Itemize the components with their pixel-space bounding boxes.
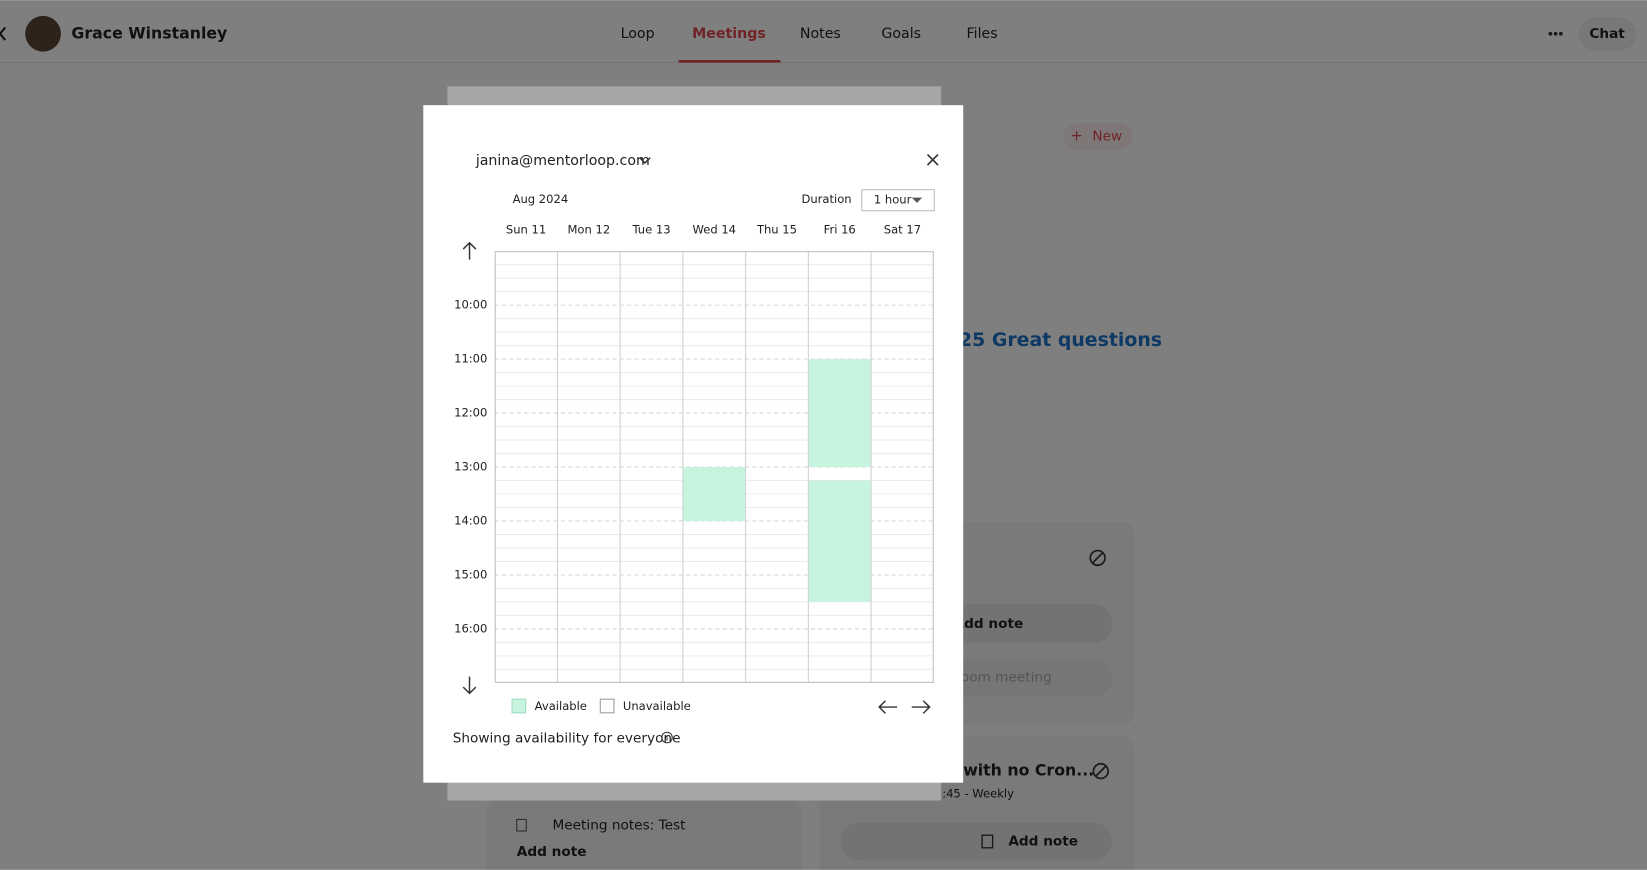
time-label: 14:00 [454, 514, 487, 528]
day-label: Wed 14 [692, 223, 736, 237]
duration-value: 1 hour [874, 193, 912, 207]
legend-unavailable: Unavailable [623, 699, 691, 713]
prev-week[interactable] [878, 700, 898, 714]
time-label: 13:00 [454, 460, 487, 474]
time-label: 11:00 [454, 352, 487, 366]
close-button[interactable] [926, 153, 939, 166]
time-label: 15:00 [454, 567, 487, 581]
day-label: Thu 15 [756, 223, 797, 237]
grid-border [494, 251, 934, 683]
time-label: 12:00 [454, 406, 487, 420]
footer-note: Showing availability for everyone [453, 731, 681, 747]
legend-available-swatch [511, 698, 527, 714]
scroll-down[interactable] [462, 676, 477, 695]
calendar-grid: Sun 11 Mon 12 Tue 13 Wed 14 Thu 15 Fri 16 Sat … [454, 223, 934, 683]
email-select[interactable]: janina@mentorloop.com [475, 153, 650, 169]
duration-caret [911, 197, 923, 203]
month-label: Aug 2024 [513, 192, 569, 206]
legend-available: Available [535, 699, 587, 713]
info-icon[interactable] [661, 731, 673, 744]
legend-unavailable-swatch [599, 698, 615, 714]
duration-label: Duration [801, 192, 851, 206]
day-label: Sat 17 [884, 223, 921, 237]
available-slot[interactable] [808, 359, 871, 468]
duration-select[interactable] [861, 189, 935, 212]
available-slot[interactable] [808, 480, 871, 602]
email-chevron[interactable] [639, 157, 651, 164]
next-week[interactable] [911, 700, 931, 714]
time-label: 16:00 [454, 621, 487, 635]
day-label: Fri 16 [824, 223, 856, 237]
available-slot[interactable] [683, 467, 746, 522]
day-label: Sun 11 [506, 223, 546, 237]
day-label: Mon 12 [567, 223, 610, 237]
day-label: Tue 13 [631, 223, 670, 237]
scroll-up[interactable] [462, 241, 477, 260]
time-label: 10:00 [454, 298, 487, 312]
